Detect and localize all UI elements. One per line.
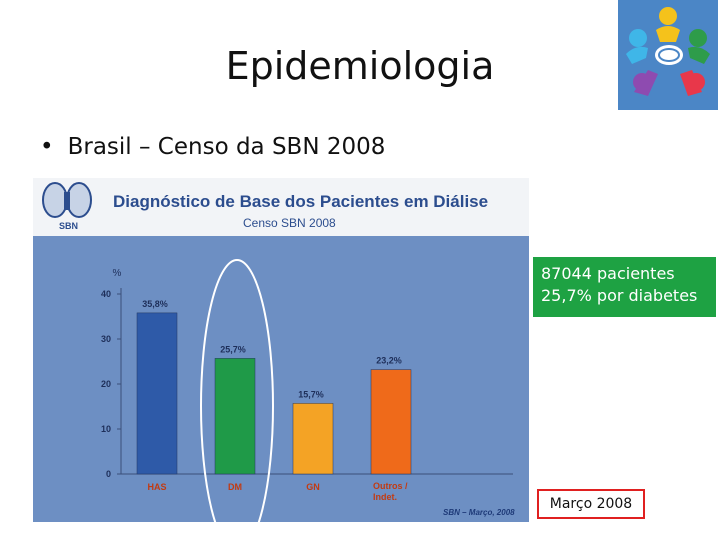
bar <box>370 369 412 475</box>
slide-title: Epidemiologia <box>225 44 495 88</box>
category-label: Outros / <box>373 481 408 491</box>
chart-subtitle: Censo SBN 2008 <box>243 216 336 230</box>
category-label: GN <box>306 482 320 492</box>
date-note: Março 2008 <box>537 489 645 519</box>
y-tick-label: 10 <box>101 424 111 434</box>
sbn-logo-text: SBN <box>59 221 79 231</box>
category-label: DM <box>228 482 242 492</box>
people-circle-logo-icon <box>618 0 718 110</box>
chart-source: SBN – Março, 2008 <box>443 508 515 517</box>
data-label: 15,7% <box>298 389 324 399</box>
bullet-text: Brasil – Censo da SBN 2008 <box>67 134 386 160</box>
bar <box>214 358 256 475</box>
sbn-kidney-logo-icon: SBN <box>33 178 105 236</box>
bar-chart: % 0 10 20 30 40 35,8% HAS 25,7% DM 15,7% GN 23,2% Out… <box>101 259 513 522</box>
y-tick-label: 0 <box>106 469 111 479</box>
data-label: 35,8% <box>142 299 168 309</box>
data-label: 23,2% <box>376 356 402 366</box>
bar <box>292 403 334 475</box>
bar <box>136 312 178 475</box>
summary-note: 87044 pacientes 25,7% por diabetes <box>533 257 716 317</box>
y-tick-label: 30 <box>101 334 111 344</box>
y-tick-label: 20 <box>101 379 111 389</box>
chart-title: Diagnóstico de Base dos Pacientes em Diá… <box>113 192 489 211</box>
bullet-item: • Brasil – Censo da SBN 2008 <box>40 134 385 160</box>
summary-line-diabetes: 25,7% por diabetes <box>541 286 698 305</box>
summary-line-patients: 87044 pacientes <box>541 264 675 283</box>
data-label: 25,7% <box>220 344 246 354</box>
bullet-marker: • <box>40 134 54 160</box>
category-label: HAS <box>147 482 166 492</box>
category-label: Indet. <box>373 492 397 502</box>
highlight-ellipse <box>200 259 274 522</box>
y-axis-label: % <box>113 268 122 279</box>
y-tick-label: 40 <box>101 289 111 299</box>
figure-header: SBN Diagnóstico de Base dos Pacientes em… <box>33 178 529 236</box>
census-chart-figure: SBN Diagnóstico de Base dos Pacientes em… <box>33 178 529 522</box>
